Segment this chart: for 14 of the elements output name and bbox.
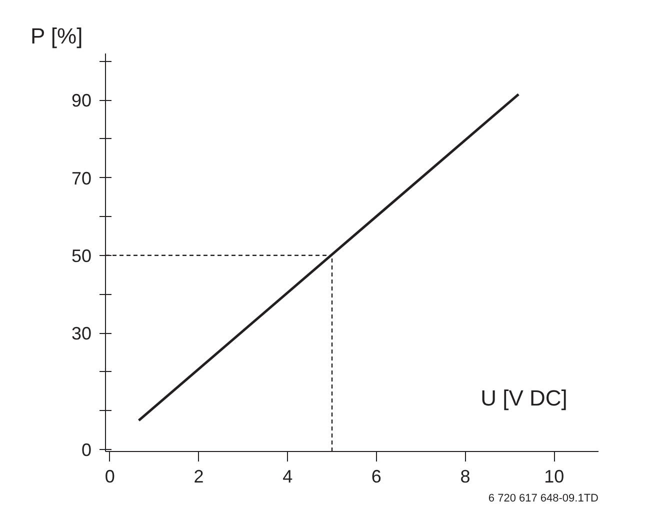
x-tick-label: 8 — [460, 466, 470, 486]
x-tick-label: 2 — [194, 466, 204, 486]
y-tick-label: 30 — [71, 324, 92, 344]
y-axis-title: P [%] — [30, 24, 83, 48]
x-axis-title: U [V DC] — [480, 386, 568, 411]
y-tick-label: 90 — [71, 90, 92, 111]
text: 6 720 617 648-09.1TD — [488, 492, 599, 504]
x-tick-label: 10 — [544, 466, 564, 486]
y-tick-label: 70 — [71, 168, 92, 188]
x-tick-label: 4 — [282, 466, 293, 486]
y-tick-label: 0 — [81, 440, 92, 460]
y-tick-label: 50 — [71, 246, 92, 266]
x-tick-label: 0 — [104, 466, 115, 486]
x-tick-label: 6 — [371, 466, 382, 486]
